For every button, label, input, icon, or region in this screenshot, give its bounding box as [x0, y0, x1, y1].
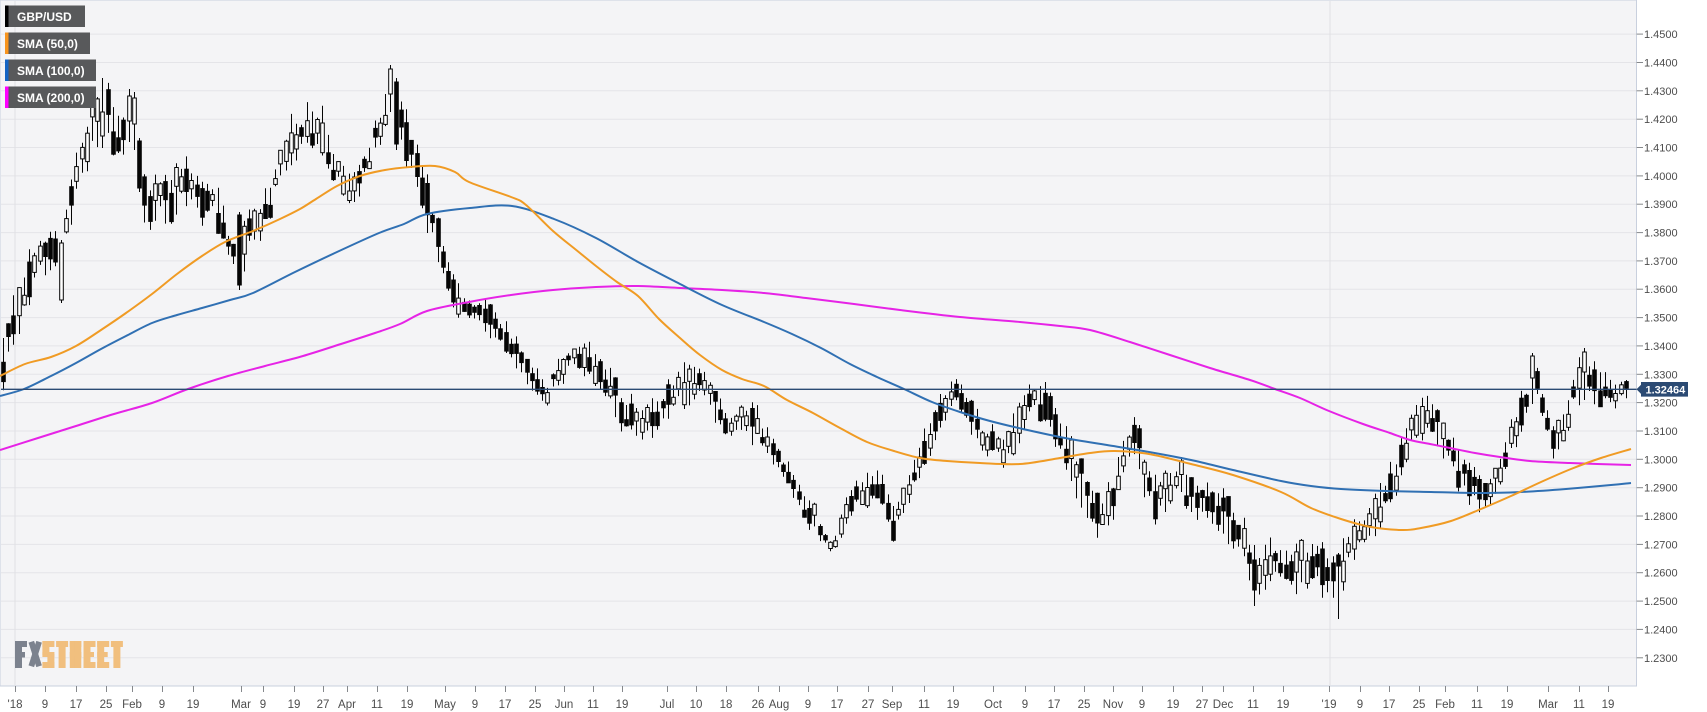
svg-text:1.4000: 1.4000: [1644, 171, 1678, 183]
svg-text:11: 11: [1573, 699, 1585, 711]
svg-text:Jun: Jun: [555, 699, 574, 711]
svg-text:1.3200: 1.3200: [1644, 398, 1678, 410]
svg-text:1.3600: 1.3600: [1644, 284, 1678, 296]
svg-text:17: 17: [70, 699, 83, 711]
svg-text:11: 11: [1247, 699, 1259, 711]
svg-text:1.3000: 1.3000: [1644, 454, 1678, 466]
svg-text:17: 17: [1383, 699, 1396, 711]
svg-text:Nov: Nov: [1103, 699, 1124, 711]
svg-text:9: 9: [472, 699, 478, 711]
svg-text:19: 19: [1501, 699, 1514, 711]
svg-text:27: 27: [1196, 699, 1209, 711]
svg-text:Aug: Aug: [769, 699, 789, 711]
svg-text:17: 17: [499, 699, 512, 711]
svg-text:Feb: Feb: [122, 699, 142, 711]
svg-text:10: 10: [690, 699, 703, 711]
svg-text:1.4300: 1.4300: [1644, 86, 1678, 98]
svg-text:18: 18: [720, 699, 733, 711]
svg-text:1.3100: 1.3100: [1644, 426, 1678, 438]
svg-text:19: 19: [401, 699, 414, 711]
svg-text:May: May: [434, 699, 456, 711]
svg-text:19: 19: [288, 699, 301, 711]
svg-text:9: 9: [1022, 699, 1028, 711]
svg-text:Mar: Mar: [231, 699, 251, 711]
svg-text:19: 19: [1167, 699, 1180, 711]
svg-text:1.3700: 1.3700: [1644, 256, 1678, 268]
svg-text:9: 9: [1357, 699, 1363, 711]
svg-text:17: 17: [1048, 699, 1061, 711]
svg-text:25: 25: [529, 699, 542, 711]
svg-text:1.2700: 1.2700: [1644, 539, 1678, 551]
svg-text:Mar: Mar: [1538, 699, 1558, 711]
svg-text:Jul: Jul: [660, 699, 675, 711]
svg-text:1.4200: 1.4200: [1644, 114, 1678, 126]
svg-text:25: 25: [1413, 699, 1426, 711]
svg-text:9: 9: [42, 699, 48, 711]
svg-text:Sep: Sep: [882, 699, 902, 711]
svg-text:26: 26: [752, 699, 765, 711]
svg-text:Feb: Feb: [1435, 699, 1455, 711]
svg-text:1.2400: 1.2400: [1644, 624, 1678, 636]
svg-text:SMA (200,0): SMA (200,0): [17, 91, 85, 105]
svg-text:Oct: Oct: [984, 699, 1003, 711]
svg-text:1.4400: 1.4400: [1644, 58, 1678, 70]
svg-text:17: 17: [831, 699, 844, 711]
svg-text:11: 11: [918, 699, 930, 711]
svg-text:9: 9: [1139, 699, 1145, 711]
svg-text:1.3900: 1.3900: [1644, 199, 1678, 211]
svg-text:1.3500: 1.3500: [1644, 313, 1678, 325]
svg-text:9: 9: [805, 699, 811, 711]
svg-text:11: 11: [371, 699, 383, 711]
svg-text:19: 19: [616, 699, 629, 711]
svg-text:1.3400: 1.3400: [1644, 341, 1678, 353]
svg-text:1.3800: 1.3800: [1644, 228, 1678, 240]
svg-text:19: 19: [1602, 699, 1615, 711]
svg-text:SMA (100,0): SMA (100,0): [17, 64, 85, 78]
svg-text:Apr: Apr: [338, 699, 356, 711]
svg-text:1.2500: 1.2500: [1644, 596, 1678, 608]
svg-text:'19: '19: [1322, 699, 1337, 711]
svg-text:1.2600: 1.2600: [1644, 568, 1678, 580]
svg-text:19: 19: [187, 699, 200, 711]
svg-text:11: 11: [587, 699, 599, 711]
svg-text:1.4100: 1.4100: [1644, 143, 1678, 155]
svg-text:1.2900: 1.2900: [1644, 483, 1678, 495]
svg-text:19: 19: [947, 699, 960, 711]
svg-text:1.4500: 1.4500: [1644, 29, 1678, 41]
svg-text:27: 27: [317, 699, 330, 711]
svg-text:1.3300: 1.3300: [1644, 369, 1678, 381]
svg-text:1.2300: 1.2300: [1644, 653, 1678, 665]
svg-text:SMA (50,0): SMA (50,0): [17, 37, 78, 51]
svg-text:9: 9: [260, 699, 266, 711]
svg-text:1.2800: 1.2800: [1644, 511, 1678, 523]
svg-text:25: 25: [100, 699, 113, 711]
svg-text:9: 9: [159, 699, 165, 711]
svg-text:Dec: Dec: [1213, 699, 1234, 711]
svg-text:27: 27: [862, 699, 875, 711]
svg-text:19: 19: [1277, 699, 1290, 711]
svg-text:'18: '18: [8, 699, 23, 711]
svg-text:25: 25: [1078, 699, 1091, 711]
svg-text:1.32464: 1.32464: [1646, 385, 1687, 397]
svg-text:11: 11: [1471, 699, 1483, 711]
svg-text:GBP/USD: GBP/USD: [17, 10, 72, 24]
